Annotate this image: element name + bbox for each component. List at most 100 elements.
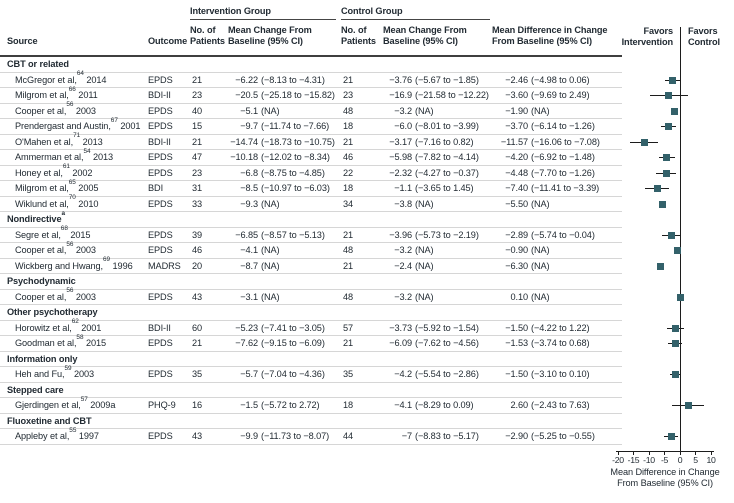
ctrl-mean-ci: (NA) <box>415 260 434 271</box>
diff-estimate: −1.50 <box>505 322 528 333</box>
source-cell: O'Mahen et al,71 2013 <box>15 132 103 147</box>
ctrl-mean-estimate: −3.2 <box>394 245 412 255</box>
int-mean-estimate: −3.1 <box>240 291 258 302</box>
section-row: Stepped care <box>0 383 622 398</box>
outcome-cell: BDI <box>148 183 164 193</box>
source-cell: Horowitz et al,62 2001 <box>15 318 102 333</box>
ctrl-patients-cell: 57 <box>343 322 354 333</box>
outcome-cell: BDI-II <box>148 322 171 333</box>
forest-point <box>663 154 671 162</box>
int-patients-cell: 46 <box>192 245 203 255</box>
x-axis-line <box>616 451 714 453</box>
ctrl-mean-estimate: −7 <box>401 431 412 441</box>
outcome-cell: EPDS <box>148 121 173 131</box>
outcome-cell: EPDS <box>148 229 173 240</box>
diff-estimate: 0.10 <box>510 291 529 302</box>
table-row: Cooper et al,56 2003 EPDS 43 −3.1 (NA) 48 −3.2… <box>0 288 622 305</box>
table-row: Ammerman et al,54 2013 EPDS 47 −10.18 (−12.0… <box>0 148 622 166</box>
diff-estimate: −11.57 <box>500 136 528 147</box>
axis-tick-label: -20 <box>612 454 624 465</box>
int-patients-cell: 39 <box>192 229 203 240</box>
int-patients-cell: 31 <box>192 183 203 193</box>
ctrl-mean-ci: (−7.82 to −4.14) <box>415 152 479 162</box>
diff-ci: (−3.74 to 0.68) <box>531 338 590 348</box>
int-mean-ci: (NA) <box>261 260 280 271</box>
diff-estimate: −1.50 <box>505 369 528 379</box>
diff-estimate: 2.60 <box>510 400 529 410</box>
table-row: McGregor et al,64 2014 EPDS 21 −6.22 (−8.13 … <box>0 71 622 88</box>
zero-reference-line <box>679 27 681 451</box>
section-label: CBT or related <box>7 59 69 69</box>
ctrl-mean-ci: (−3.65 to 1.45) <box>415 183 474 193</box>
table-row: Cooper et al,56 2003 EPDS 40 −5.1 (NA) 48 −3.2… <box>0 102 622 119</box>
int-patients-cell: 21 <box>192 338 203 348</box>
int-mean-ci: (NA) <box>261 245 280 255</box>
ctrl-mean-ci: (NA) <box>415 198 434 209</box>
section-row: Other psychotherapy <box>0 305 622 321</box>
int-mean-estimate: −8.5 <box>240 183 258 193</box>
int-mean-ci: (−8.57 to −5.13) <box>261 229 325 240</box>
table-row: Segre et al,68 2015 EPDS 39 −6.85 (−8.57 to … <box>0 225 622 243</box>
outcome-cell: EPDS <box>148 167 173 178</box>
axis-tick-label: 0 <box>677 454 683 465</box>
diff-estimate: −4.20 <box>505 152 528 162</box>
diff-ci: (NA) <box>531 198 550 209</box>
forest-point <box>676 293 684 301</box>
ctrl-patients-cell: 46 <box>343 152 354 162</box>
outcome-cell: EPDS <box>148 152 173 162</box>
outcome-cell: EPDS <box>148 369 173 379</box>
int-patients-cell: 43 <box>192 431 203 441</box>
ctrl-mean-ci: (−5.67 to −1.85) <box>415 74 479 85</box>
ctrl-patients-cell: 18 <box>343 121 354 131</box>
ctrl-mean-ci: (−5.92 to −1.54) <box>415 322 479 333</box>
outcome-cell: EPDS <box>148 338 173 348</box>
diff-estimate: −2.46 <box>505 74 528 85</box>
ctrl-patients-cell: 21 <box>343 74 354 85</box>
ctrl-mean-ci: (−5.73 to −2.19) <box>415 229 479 240</box>
diff-estimate: −5.50 <box>505 198 528 209</box>
axis-tick-label: 10 <box>706 454 716 465</box>
section-row: Psychodynamic <box>0 274 622 290</box>
source-cell: Cooper et al,56 2003 <box>15 240 96 255</box>
int-mean-estimate: −9.7 <box>240 121 258 131</box>
ctrl-mean-ci: (NA) <box>415 105 434 116</box>
outcome-cell: BDI-II <box>148 90 171 100</box>
ctrl-mean-ci: (−4.27 to −0.37) <box>415 167 479 178</box>
int-mean-ci: (−11.74 to −7.66) <box>261 121 330 131</box>
diff-ci: (−4.98 to 0.06) <box>531 74 590 85</box>
forest-point <box>671 371 679 379</box>
ctrl-mean-estimate: −6.09 <box>389 338 412 348</box>
diff-ci: (NA) <box>531 291 550 302</box>
source-cell: Wickberg and Hwang,69 1996 <box>15 256 133 271</box>
int-patients-cell: 33 <box>192 198 203 209</box>
forest-point <box>659 200 667 208</box>
outcome-cell: EPDS <box>148 245 173 255</box>
diff-estimate: −7.40 <box>505 183 528 193</box>
source-cell: Wiklund et al,70 2010 <box>15 194 99 209</box>
control-group-header: Control Group <box>341 6 403 16</box>
diff-estimate: −4.48 <box>505 167 528 178</box>
column-header-mean-diff: Mean Difference in Change From Baseline … <box>492 25 608 46</box>
axis-tick-label: -10 <box>643 454 655 465</box>
int-mean-ci: (−7.04 to −4.36) <box>261 369 325 379</box>
forest-point <box>667 433 675 441</box>
section-label: Other psychotherapy <box>7 307 98 317</box>
ctrl-mean-ci: (−7.62 to −4.56) <box>415 338 479 348</box>
column-header-int-patients: No. of Patients <box>190 25 225 46</box>
ctrl-mean-estimate: −2.32 <box>389 167 412 178</box>
forest-point <box>684 402 692 410</box>
ctrl-mean-ci: (−8.83 to −5.17) <box>415 431 479 441</box>
int-patients-cell: 43 <box>192 291 203 302</box>
int-mean-estimate: −5.7 <box>240 369 258 379</box>
table-row: Prendergast and Austin,67 2001 EPDS 15 −9.7… <box>0 117 622 135</box>
diff-estimate: −3.60 <box>505 90 528 100</box>
ctrl-patients-cell: 48 <box>343 245 354 255</box>
column-header-int-mean-change: Mean Change From Baseline (95% CI) <box>228 25 312 46</box>
source-cell: Segre et al,68 2015 <box>15 225 91 240</box>
ctrl-patients-cell: 35 <box>343 369 354 379</box>
table-row: O'Mahen et al,71 2013 BDI-II 21 −14.74 (−18.… <box>0 132 622 150</box>
ctrl-mean-ci: (−21.58 to −12.22) <box>415 90 489 100</box>
axis-tick <box>617 451 619 455</box>
diff-estimate: −6.30 <box>505 260 528 271</box>
